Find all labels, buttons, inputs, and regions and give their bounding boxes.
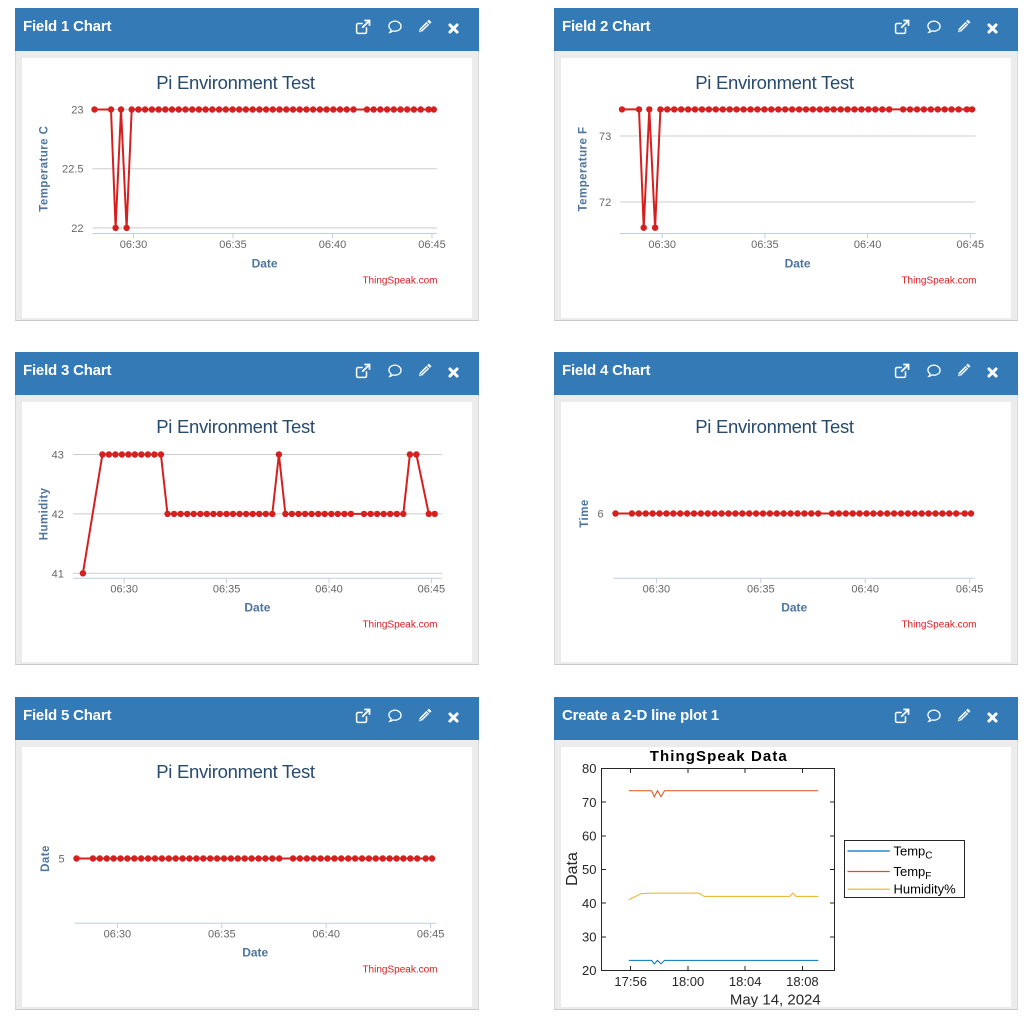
svg-text:Date: Date: [242, 945, 268, 959]
svg-text:06:45: 06:45: [418, 239, 446, 251]
svg-text:Pi Environment Test: Pi Environment Test: [695, 416, 854, 437]
svg-text:ThingSpeak.com: ThingSpeak.com: [362, 275, 437, 286]
svg-text:20: 20: [582, 963, 596, 978]
svg-text:Temperature C: Temperature C: [39, 125, 51, 211]
svg-text:30: 30: [582, 929, 596, 944]
svg-text:23: 23: [71, 104, 83, 116]
svg-text:22: 22: [71, 222, 83, 234]
svg-text:06:30: 06:30: [110, 583, 138, 595]
svg-text:Date: Date: [785, 256, 811, 270]
svg-text:Pi Environment Test: Pi Environment Test: [156, 72, 315, 93]
svg-text:22.5: 22.5: [62, 163, 83, 175]
svg-text:06:35: 06:35: [751, 239, 779, 251]
svg-text:43: 43: [52, 449, 64, 461]
svg-text:60: 60: [582, 828, 596, 843]
svg-text:06:35: 06:35: [219, 239, 247, 251]
svg-text:18:04: 18:04: [729, 973, 762, 988]
svg-text:ThingSpeak.com: ThingSpeak.com: [901, 619, 976, 630]
svg-text:ThingSpeak.com: ThingSpeak.com: [901, 275, 976, 286]
svg-text:41: 41: [52, 568, 64, 580]
svg-text:Pi Environment Test: Pi Environment Test: [156, 761, 315, 782]
svg-text:06:45: 06:45: [418, 583, 446, 595]
svg-text:Date: Date: [40, 845, 52, 872]
svg-text:72: 72: [599, 197, 611, 209]
svg-text:Date: Date: [781, 600, 807, 614]
svg-text:40: 40: [582, 895, 596, 910]
svg-text:06:35: 06:35: [747, 583, 775, 595]
svg-text:80: 80: [582, 761, 596, 776]
svg-text:73: 73: [599, 131, 611, 143]
svg-text:06:40: 06:40: [315, 583, 343, 595]
svg-text:17:56: 17:56: [614, 973, 647, 988]
svg-text:06:30: 06:30: [648, 239, 676, 251]
svg-text:ThingSpeak.com: ThingSpeak.com: [362, 964, 437, 975]
svg-text:Data: Data: [564, 852, 581, 886]
svg-text:Time: Time: [579, 499, 591, 527]
svg-text:ThingSpeak Data: ThingSpeak Data: [650, 748, 788, 765]
svg-text:50: 50: [582, 862, 596, 877]
svg-text:06:30: 06:30: [120, 239, 148, 251]
svg-text:06:35: 06:35: [208, 928, 236, 940]
svg-text:06:45: 06:45: [956, 583, 984, 595]
svg-text:06:45: 06:45: [957, 239, 985, 251]
svg-text:18:00: 18:00: [672, 973, 705, 988]
svg-text:Pi Environment Test: Pi Environment Test: [695, 72, 854, 93]
svg-text:70: 70: [582, 794, 596, 809]
svg-text:Humidity%: Humidity%: [894, 881, 957, 896]
svg-text:06:30: 06:30: [643, 583, 671, 595]
svg-text:6: 6: [597, 508, 603, 520]
svg-text:06:40: 06:40: [319, 239, 347, 251]
svg-text:TempF: TempF: [894, 864, 932, 882]
svg-text:06:40: 06:40: [851, 583, 879, 595]
svg-text:06:40: 06:40: [854, 239, 882, 251]
svg-text:Temperature F: Temperature F: [578, 126, 590, 211]
svg-text:Date: Date: [244, 600, 270, 614]
svg-text:06:45: 06:45: [417, 928, 445, 940]
svg-text:06:40: 06:40: [312, 928, 340, 940]
svg-text:5: 5: [58, 853, 64, 865]
svg-text:42: 42: [52, 508, 64, 520]
svg-text:ThingSpeak.com: ThingSpeak.com: [362, 619, 437, 630]
svg-text:TempC: TempC: [894, 843, 933, 861]
svg-text:Pi Environment Test: Pi Environment Test: [156, 416, 315, 437]
svg-text:18:08: 18:08: [786, 973, 819, 988]
svg-text:06:35: 06:35: [213, 583, 241, 595]
svg-text:May 14, 2024: May 14, 2024: [730, 991, 821, 1007]
svg-text:06:30: 06:30: [104, 928, 132, 940]
svg-text:Humidity: Humidity: [39, 487, 51, 540]
svg-text:Date: Date: [252, 256, 278, 270]
